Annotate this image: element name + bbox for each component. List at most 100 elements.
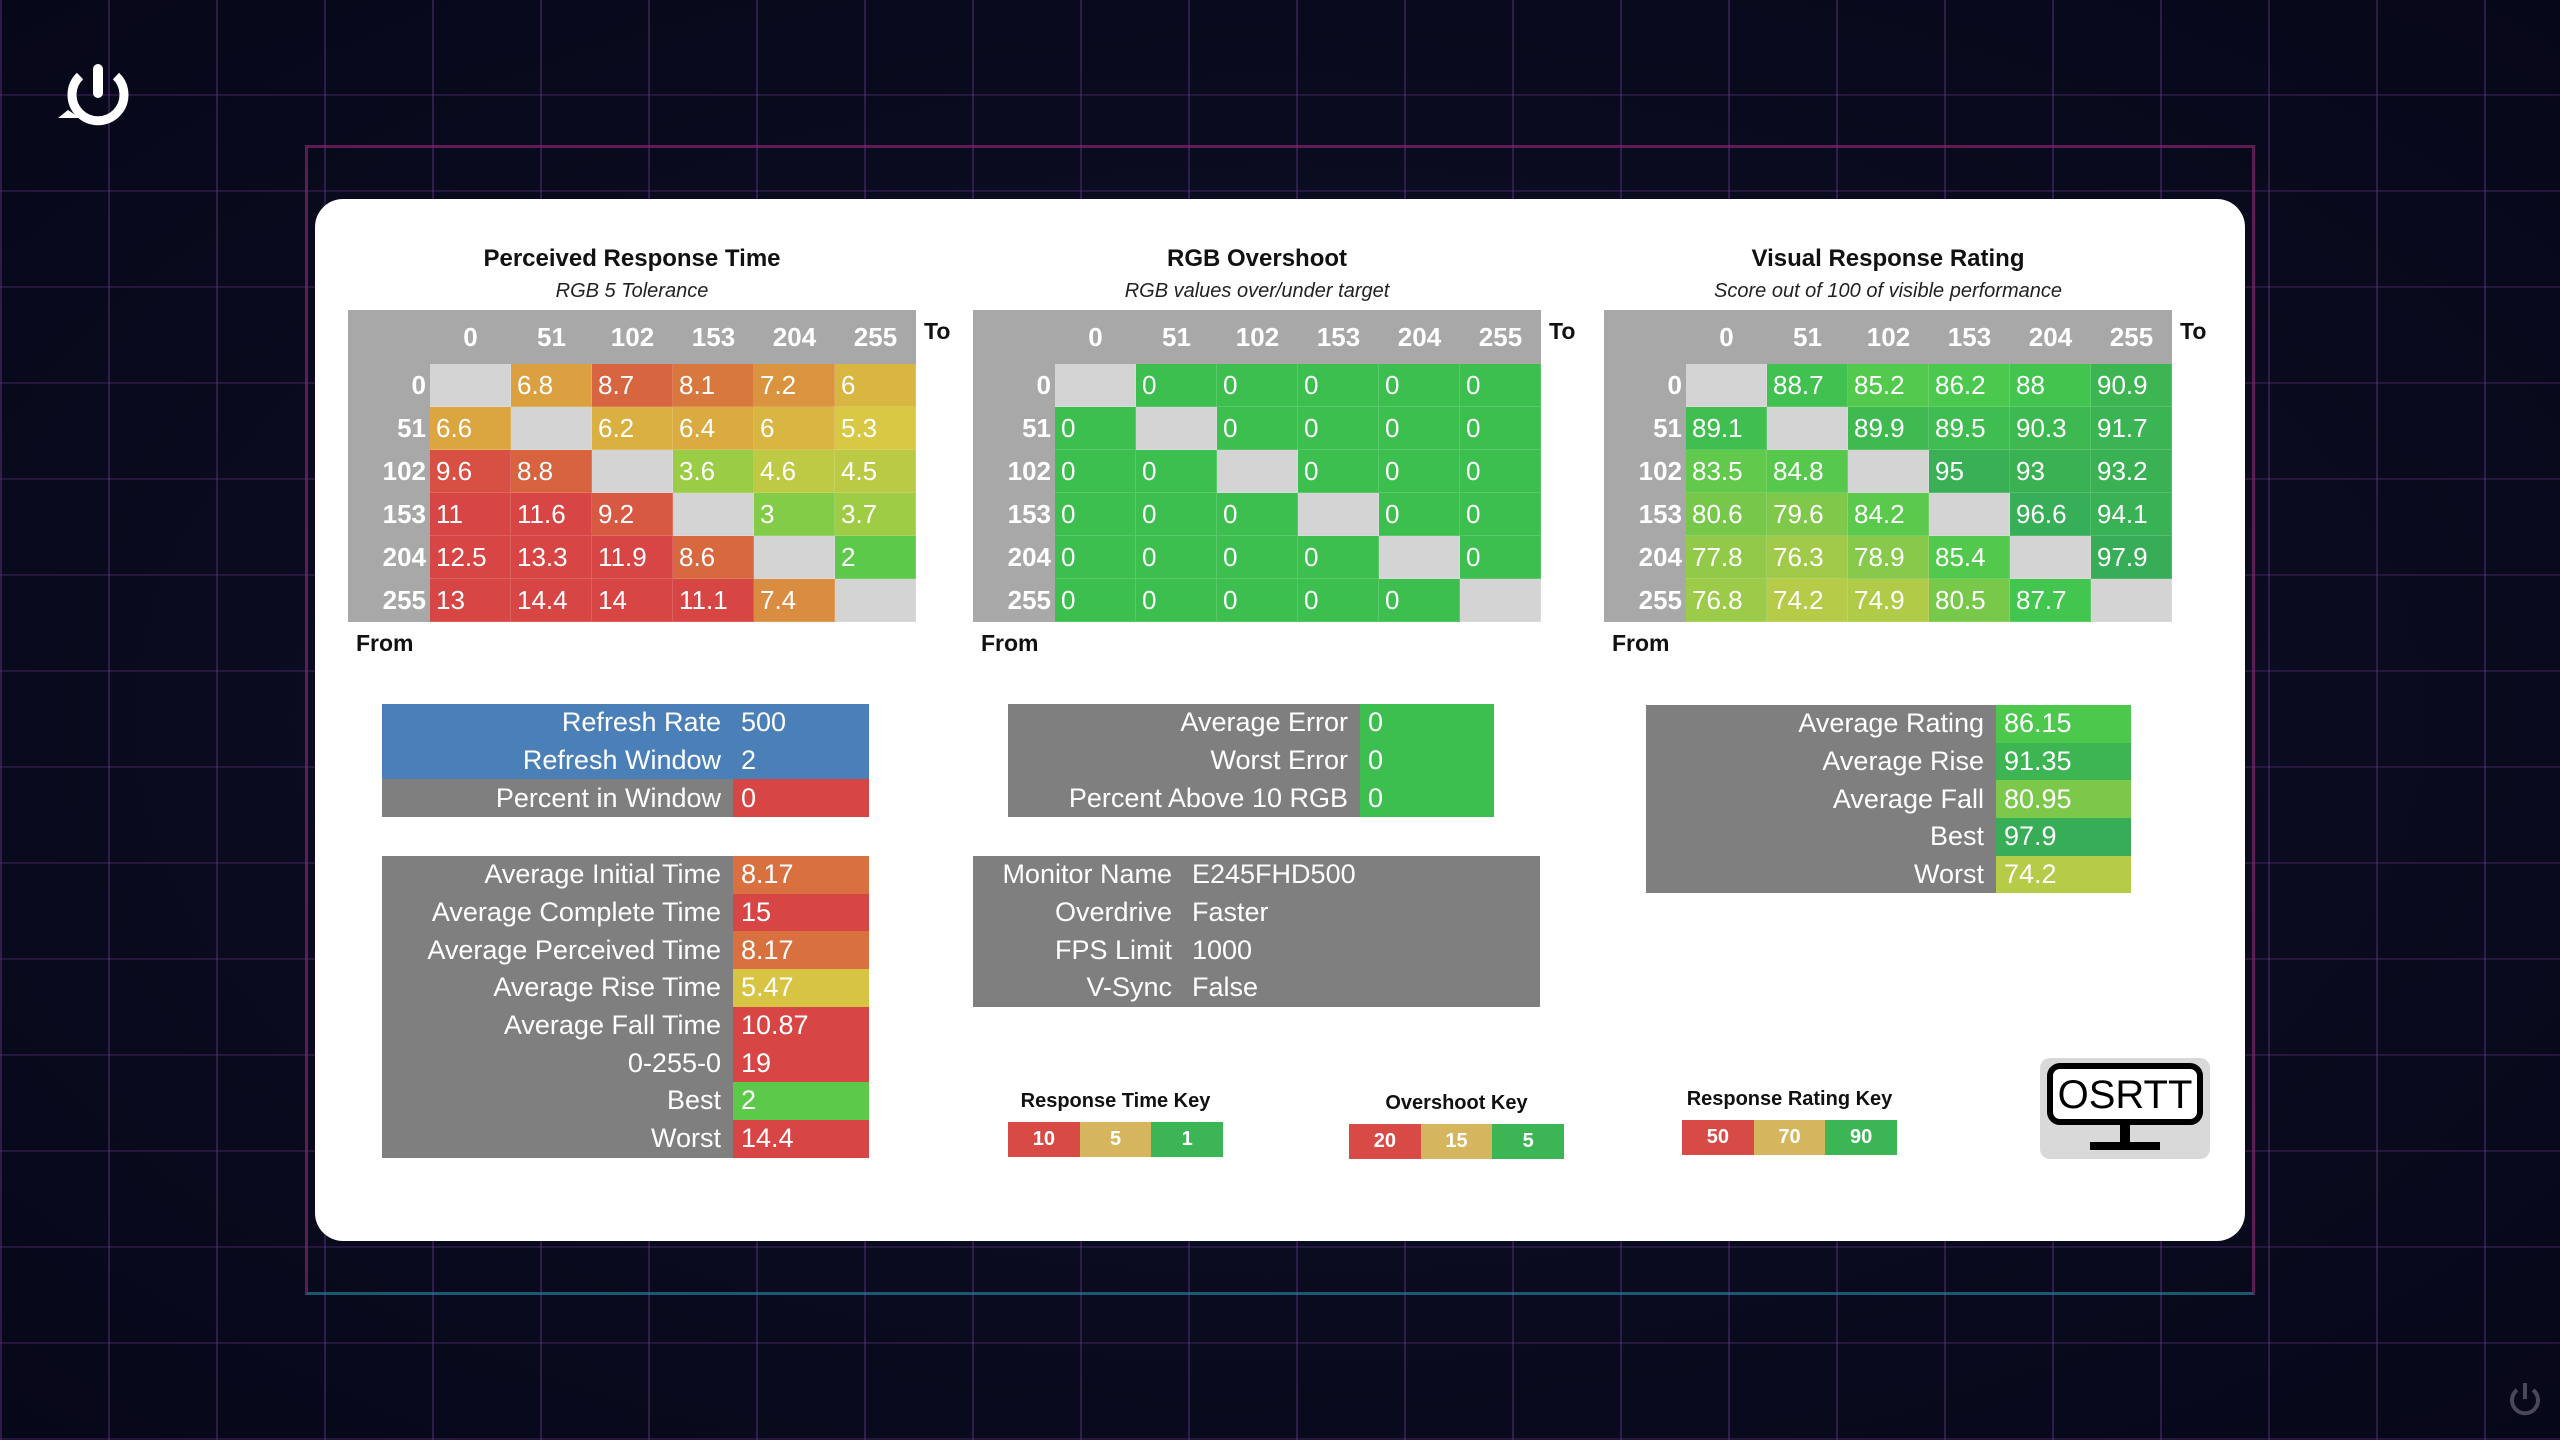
table-cell: 93.2	[2091, 450, 2172, 493]
table-cell: 3	[754, 493, 835, 536]
table-cell: 8.7	[592, 364, 673, 407]
row-header: 255	[1007, 585, 1051, 615]
empty-cell	[2091, 579, 2172, 622]
row-header: 255	[1638, 585, 1682, 615]
stat-label: Average Fall	[1832, 783, 1984, 814]
table-cell: 0	[1298, 579, 1379, 622]
refresh-stats: Refresh Rate 500 Refresh Window 2 Percen…	[382, 704, 869, 818]
stat-label: Average Initial Time	[484, 859, 721, 890]
table-cell: 0	[1460, 407, 1541, 450]
stat-value: 86.15	[1996, 705, 2131, 743]
table-cell: 87.7	[2010, 579, 2091, 622]
stat-label: Best	[1929, 821, 1984, 852]
table-cell: 0	[1055, 450, 1136, 493]
color-key: 10 5 1	[1008, 1122, 1224, 1157]
stat-row: Average Error 0	[1008, 704, 1494, 742]
stat-row: Refresh Rate 500	[382, 704, 869, 742]
column-header: 0	[1719, 321, 1734, 352]
column-header: 204	[772, 321, 817, 352]
stat-row: Overdrive Faster	[973, 894, 1540, 932]
stat-label: Average Perceived Time	[427, 934, 721, 965]
empty-cell	[1848, 450, 1929, 493]
stat-label: Worst	[650, 1123, 721, 1154]
row-header: 51	[1653, 413, 1682, 443]
table-cell: 4.6	[754, 450, 835, 493]
table-cell: 74.9	[1848, 579, 1929, 622]
stat-row: Percent in Window 0	[382, 779, 869, 818]
table-subtitle: Score out of 100 of visible performance	[1714, 280, 2062, 302]
table-cell: 0	[1460, 493, 1541, 536]
table-cell: 0	[1136, 536, 1217, 579]
column-header: 255	[2109, 321, 2154, 352]
table-cell: 0	[1298, 407, 1379, 450]
stat-value: 2	[733, 1082, 869, 1120]
empty-cell	[511, 407, 592, 450]
column-header: 102	[1866, 321, 1911, 352]
column-header: 255	[1478, 321, 1523, 352]
table-cell: 0	[1298, 536, 1379, 579]
stat-row: Worst 14.4	[382, 1119, 869, 1158]
table-cell: 88.7	[1767, 364, 1848, 407]
table-cell: 0	[1217, 579, 1298, 622]
stat-value: 15	[733, 893, 869, 932]
table-cell: 6.8	[511, 364, 592, 407]
heatmap-table: 0 51 102 153 204 255 0 6.8 8.7 8.1 7.2 6 51 6.6 6.2 6.4…	[348, 310, 916, 622]
stat-row: Average Initial Time 8.17	[382, 856, 869, 894]
table-cell: 0	[1379, 450, 1460, 493]
table-cell: 0	[1379, 493, 1460, 536]
overshoot-stats: Average Error 0 Worst Error 0 Percent Ab…	[1008, 704, 1494, 818]
table-subtitle: RGB 5 Tolerance	[555, 280, 709, 302]
stat-label: Best	[666, 1085, 721, 1116]
stat-row: FPS Limit 1000	[973, 931, 1540, 969]
table-cell: 0	[1055, 407, 1136, 450]
corner-cell	[348, 310, 430, 364]
key-swatch: 5	[1079, 1122, 1152, 1157]
stat-row: Average Perceived Time 8.17	[382, 931, 869, 970]
table-cell: 88	[2010, 364, 2091, 407]
stat-label: Average Complete Time	[431, 897, 721, 928]
key-swatch: 15	[1420, 1124, 1493, 1159]
stat-row: Best 97.9	[1646, 818, 2131, 856]
stat-row: Monitor Name E245FHD500	[973, 856, 1540, 894]
table-cell: 0	[1217, 407, 1298, 450]
stat-value: 8.17	[733, 856, 869, 894]
key-title: Response Time Key	[1020, 1090, 1211, 1112]
stat-label: V-Sync	[1086, 972, 1172, 1003]
stat-row: 0-255-0 19	[382, 1044, 869, 1083]
table-cell: 77.8	[1686, 536, 1767, 579]
table-cell: 97.9	[2091, 536, 2172, 579]
empty-cell	[673, 493, 754, 536]
table-cell: 3.7	[835, 493, 916, 536]
table-cell: 85.4	[1929, 536, 2010, 579]
power-logo-icon	[58, 64, 129, 126]
table-cell: 91.7	[2091, 407, 2172, 450]
table-cell: 9.2	[592, 493, 673, 536]
table-cell: 0	[1298, 450, 1379, 493]
stat-value: 0	[1360, 704, 1494, 742]
table-cell: 89.5	[1929, 407, 2010, 450]
table-cell: 76.8	[1686, 579, 1767, 622]
stat-value: False	[1192, 972, 1259, 1003]
stat-label: Worst	[1913, 859, 1984, 890]
stat-label: FPS Limit	[1054, 934, 1172, 965]
table-title: Perceived Response Time	[483, 245, 781, 272]
column-header: 255	[853, 321, 898, 352]
table-title: Visual Response Rating	[1751, 245, 2025, 272]
empty-cell	[1136, 407, 1217, 450]
stat-label: Overdrive	[1054, 897, 1172, 928]
column-header: 51	[1793, 321, 1822, 352]
stat-value: 74.2	[1996, 855, 2131, 894]
stat-label: Monitor Name	[1002, 859, 1172, 890]
table-cell: 7.4	[754, 579, 835, 622]
row-header: 102	[382, 456, 426, 486]
stat-value: 500	[733, 704, 869, 742]
stat-row: Average Fall Time 10.87	[382, 1006, 869, 1045]
column-header: 102	[1235, 321, 1280, 352]
empty-cell	[1055, 364, 1136, 407]
table-cell: 93	[2010, 450, 2091, 493]
table-cell: 86.2	[1929, 364, 2010, 407]
osrtt-logo: OSRTT	[2040, 1058, 2210, 1159]
table-cell: 13	[430, 579, 511, 622]
axis-to-label: To	[924, 318, 951, 344]
empty-cell	[2010, 536, 2091, 579]
